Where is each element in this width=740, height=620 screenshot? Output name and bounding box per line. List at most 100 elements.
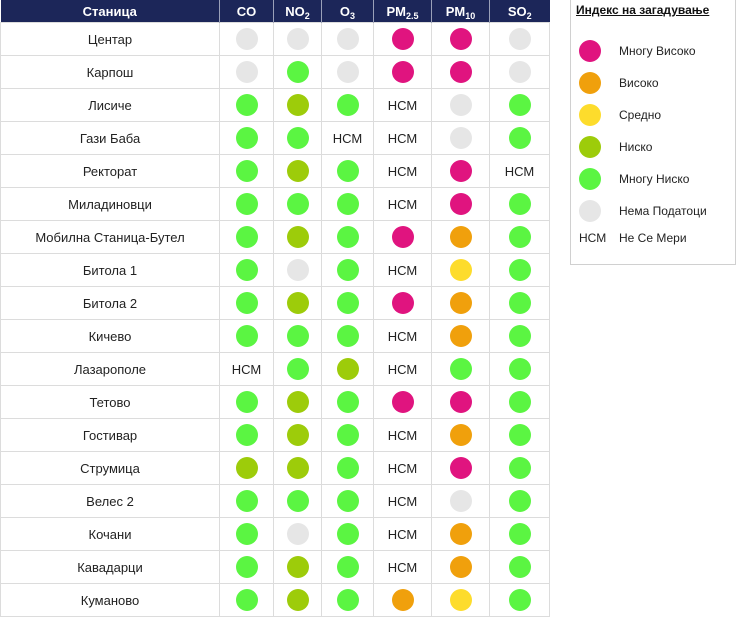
- so2-column-header[interactable]: SO2: [489, 0, 550, 23]
- pollution-index-legend: Индекс на загадување Многу Високо Високо С…: [570, 0, 736, 265]
- pm10-column-header[interactable]: PM10: [431, 0, 490, 23]
- pm25-cell: НСМ: [373, 550, 432, 584]
- pm10-cell: [431, 352, 490, 386]
- level-very-high-dot: [449, 391, 472, 413]
- o3-cell: [321, 418, 374, 452]
- station-name[interactable]: Лисиче: [0, 88, 220, 122]
- station-name[interactable]: Струмица: [0, 451, 220, 485]
- so2-cell: [489, 22, 550, 56]
- pm25-column-header[interactable]: PM2.5: [373, 0, 432, 23]
- station-name[interactable]: Гази Баба: [0, 121, 220, 155]
- station-name[interactable]: Лазарополе: [0, 352, 220, 386]
- level-high-dot: [449, 424, 472, 446]
- co-cell: [219, 418, 274, 452]
- o3-cell: [321, 385, 374, 419]
- level-very-high-dot: [391, 226, 414, 248]
- table-row: Гази Баба НСМ НСМ: [0, 121, 550, 155]
- pm10-header-sub: 10: [465, 10, 476, 21]
- o3-cell: [321, 286, 374, 320]
- station-name[interactable]: Ректорат: [0, 154, 220, 188]
- so2-cell: [489, 352, 550, 386]
- station-name[interactable]: Кавадарци: [0, 550, 220, 584]
- no2-cell: [273, 88, 322, 122]
- level-very-low-dot: [508, 259, 531, 281]
- level-low-dot: [286, 556, 309, 578]
- o3-cell: НСМ: [321, 121, 374, 155]
- o3-cell: [321, 22, 374, 56]
- level-none-dot: [449, 127, 472, 149]
- pm10-cell: [431, 121, 490, 155]
- station-name[interactable]: Битола 1: [0, 253, 220, 287]
- level-very-low-dot: [235, 589, 258, 611]
- pm25-header-base: PM: [386, 3, 406, 19]
- level-very-low-dot: [508, 457, 531, 479]
- o3-column-header[interactable]: O3: [321, 0, 374, 23]
- legend-label: Средно: [619, 108, 662, 122]
- so2-header-base: SO: [507, 3, 527, 19]
- table-row: Карпош: [0, 55, 550, 89]
- level-very-low-dot: [508, 391, 531, 413]
- pm10-cell: [431, 451, 490, 485]
- no2-column-header[interactable]: NO2: [273, 0, 322, 23]
- no2-cell: [273, 253, 322, 287]
- level-very-high-dot: [449, 457, 472, 479]
- station-column-header[interactable]: Станица: [0, 0, 220, 23]
- co-cell: [219, 319, 274, 353]
- not-measured-label: НСМ: [387, 361, 418, 377]
- o3-header-sub: 3: [350, 10, 356, 21]
- station-name[interactable]: Кочани: [0, 517, 220, 551]
- level-low-dot: [336, 358, 359, 380]
- legend-item-high: Високо: [579, 72, 659, 94]
- level-high-dot: [391, 589, 414, 611]
- level-very-low-dot: [336, 556, 359, 578]
- co-cell: [219, 385, 274, 419]
- o3-cell: [321, 451, 374, 485]
- station-name[interactable]: Куманово: [0, 583, 220, 617]
- pm10-cell: [431, 484, 490, 518]
- no2-cell: [273, 583, 322, 617]
- level-very-low-dot: [508, 424, 531, 446]
- o3-cell: [321, 253, 374, 287]
- legend-item-very-low: Многу Ниско: [579, 168, 689, 190]
- level-very-low-dot: [336, 160, 359, 182]
- legend-nsm-label: Не Се Мери: [619, 231, 687, 245]
- station-name[interactable]: Тетово: [0, 385, 220, 419]
- no2-header-sub: 2: [304, 10, 310, 21]
- station-name[interactable]: Битола 2: [0, 286, 220, 320]
- table-row: Тетово: [0, 385, 550, 419]
- co-column-header[interactable]: CO: [219, 0, 274, 23]
- station-name[interactable]: Гостивар: [0, 418, 220, 452]
- station-name[interactable]: Миладиновци: [0, 187, 220, 221]
- no2-cell: [273, 286, 322, 320]
- level-very-low-dot: [336, 292, 359, 314]
- station-name[interactable]: Кичево: [0, 319, 220, 353]
- station-name[interactable]: Мобилна Станица-Бутел: [0, 220, 220, 254]
- level-very-low-dot: [235, 490, 258, 512]
- legend-very-high-dot: [579, 40, 601, 62]
- table-row: Кавадарци НСМ: [0, 550, 550, 584]
- o3-cell: [321, 55, 374, 89]
- level-very-high-dot: [391, 28, 414, 50]
- o3-cell: [321, 154, 374, 188]
- pm10-cell: [431, 550, 490, 584]
- pm10-header-base: PM: [445, 3, 466, 19]
- legend-low-dot: [579, 136, 601, 158]
- level-very-low-dot: [508, 292, 531, 314]
- station-name[interactable]: Карпош: [0, 55, 220, 89]
- pm25-cell: НСМ: [373, 187, 432, 221]
- pm10-cell: [431, 220, 490, 254]
- pm25-cell: НСМ: [373, 451, 432, 485]
- level-very-low-dot: [336, 94, 359, 116]
- level-medium-dot: [449, 259, 472, 281]
- station-name[interactable]: Велес 2: [0, 484, 220, 518]
- no2-header-base: NO: [285, 3, 305, 19]
- so2-cell: [489, 286, 550, 320]
- table-row: Ректорат НСМ НСМ: [0, 154, 550, 188]
- co-cell: [219, 484, 274, 518]
- pm10-cell: [431, 286, 490, 320]
- station-name[interactable]: Центар: [0, 22, 220, 56]
- not-measured-label: НСМ: [387, 97, 418, 113]
- co-cell: [219, 286, 274, 320]
- table-row: Куманово: [0, 583, 550, 617]
- so2-cell: [489, 220, 550, 254]
